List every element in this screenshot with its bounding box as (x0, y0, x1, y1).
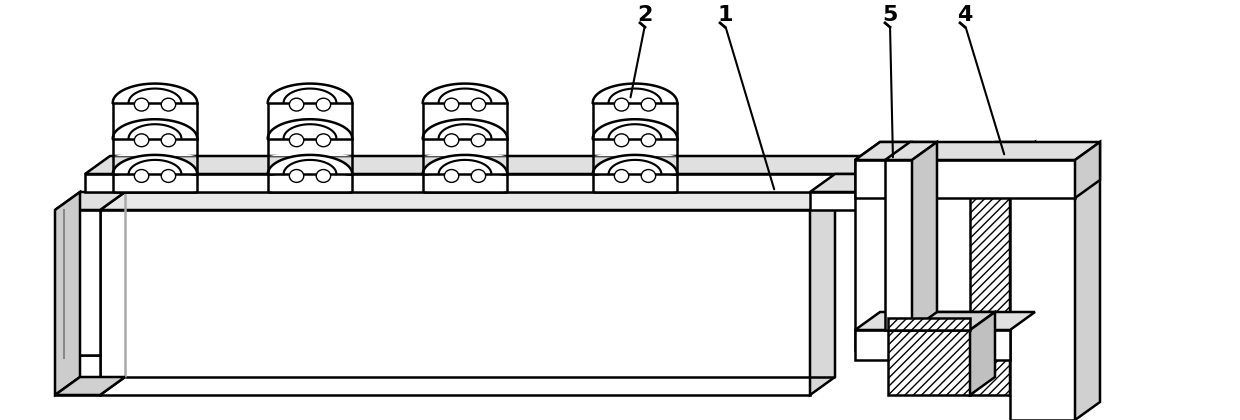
Polygon shape (911, 142, 937, 330)
Text: 1: 1 (717, 5, 733, 25)
Polygon shape (1075, 142, 1100, 420)
Ellipse shape (161, 134, 176, 147)
Ellipse shape (471, 134, 486, 147)
Polygon shape (856, 160, 888, 350)
Ellipse shape (316, 98, 331, 111)
Polygon shape (268, 119, 352, 156)
Polygon shape (970, 312, 994, 395)
Polygon shape (268, 155, 352, 192)
Ellipse shape (444, 170, 459, 182)
Ellipse shape (134, 134, 149, 147)
Polygon shape (593, 155, 677, 192)
Ellipse shape (641, 98, 656, 111)
Polygon shape (810, 192, 870, 210)
Text: 2: 2 (637, 5, 652, 25)
Text: 5: 5 (883, 5, 898, 25)
Polygon shape (113, 155, 197, 192)
Ellipse shape (161, 170, 176, 182)
Polygon shape (885, 160, 911, 330)
Polygon shape (970, 142, 1035, 160)
Ellipse shape (161, 98, 176, 111)
Ellipse shape (614, 170, 629, 182)
Polygon shape (55, 355, 100, 395)
Ellipse shape (614, 98, 629, 111)
Ellipse shape (134, 98, 149, 111)
Polygon shape (1011, 142, 1035, 395)
Polygon shape (100, 192, 835, 210)
Ellipse shape (641, 134, 656, 147)
Polygon shape (885, 142, 937, 160)
Ellipse shape (471, 170, 486, 182)
Polygon shape (810, 192, 835, 395)
Polygon shape (856, 156, 880, 192)
Polygon shape (856, 312, 1035, 330)
Polygon shape (55, 210, 100, 355)
Ellipse shape (614, 134, 629, 147)
Ellipse shape (289, 134, 304, 147)
Polygon shape (86, 174, 856, 192)
Polygon shape (1011, 160, 1075, 420)
Polygon shape (856, 160, 1075, 198)
Polygon shape (423, 155, 507, 192)
Ellipse shape (444, 134, 459, 147)
Ellipse shape (444, 98, 459, 111)
Ellipse shape (289, 98, 304, 111)
Polygon shape (888, 312, 994, 330)
Ellipse shape (471, 98, 486, 111)
Ellipse shape (289, 170, 304, 182)
Text: 4: 4 (957, 5, 972, 25)
Polygon shape (1075, 142, 1100, 198)
Polygon shape (856, 142, 913, 160)
Polygon shape (593, 84, 677, 121)
Polygon shape (888, 330, 970, 395)
Ellipse shape (641, 170, 656, 182)
Polygon shape (55, 192, 125, 210)
Ellipse shape (316, 134, 331, 147)
Polygon shape (55, 377, 125, 395)
Polygon shape (423, 119, 507, 156)
Polygon shape (856, 330, 1011, 360)
Ellipse shape (316, 170, 331, 182)
Polygon shape (593, 119, 677, 156)
Polygon shape (86, 156, 880, 174)
Polygon shape (55, 192, 81, 395)
Polygon shape (268, 84, 352, 121)
Polygon shape (888, 318, 970, 330)
Polygon shape (113, 119, 197, 156)
Polygon shape (423, 84, 507, 121)
Polygon shape (810, 174, 895, 192)
Polygon shape (100, 210, 810, 395)
Polygon shape (970, 160, 1011, 395)
Ellipse shape (134, 170, 149, 182)
Polygon shape (856, 142, 1100, 160)
Polygon shape (113, 84, 197, 121)
